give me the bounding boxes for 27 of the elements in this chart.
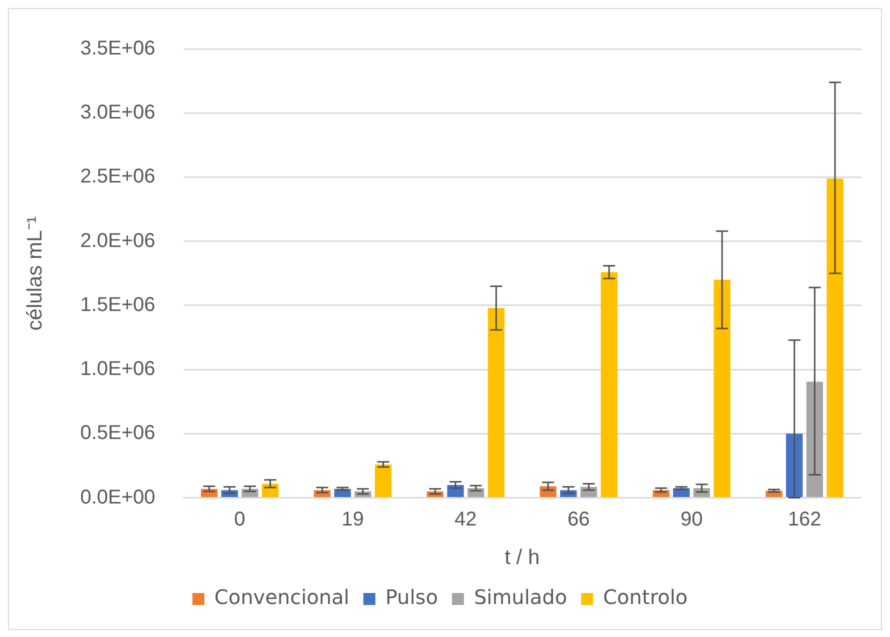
bar [374,464,392,498]
y-tick-label: 2.0E+06 [80,230,156,252]
legend-label: Convencional [214,585,350,610]
legend-label: Controlo [603,585,688,610]
y-tick-label: 3.0E+06 [80,102,156,124]
y-tick-label: 0.5E+06 [80,422,156,444]
y-tick-label: 3.5E+06 [80,38,156,60]
bar [826,178,844,498]
bar [786,434,803,498]
x-tick-label: 19 [342,508,364,530]
bar [488,308,504,498]
x-tick-label: 66 [567,508,590,530]
legend-label: Simulado [474,585,568,610]
x-tick-label: 42 [454,508,477,530]
y-tick-label: 0.0E+00 [80,486,156,508]
x-tick-label: 162 [788,508,822,530]
bar [714,280,730,498]
x-axis-title: t / h [504,546,540,570]
y-axis-title: células mL⁻¹ [23,216,46,331]
y-tick-label: 1.5E+06 [80,294,156,316]
x-tick-label: 90 [680,508,703,530]
bar [806,382,824,498]
y-tick-label: 1.0E+06 [80,358,156,380]
bar [600,272,618,498]
legend-label: Pulso [385,585,438,610]
y-tick-label: 2.5E+06 [80,166,156,188]
x-tick-label: 0 [234,508,246,530]
